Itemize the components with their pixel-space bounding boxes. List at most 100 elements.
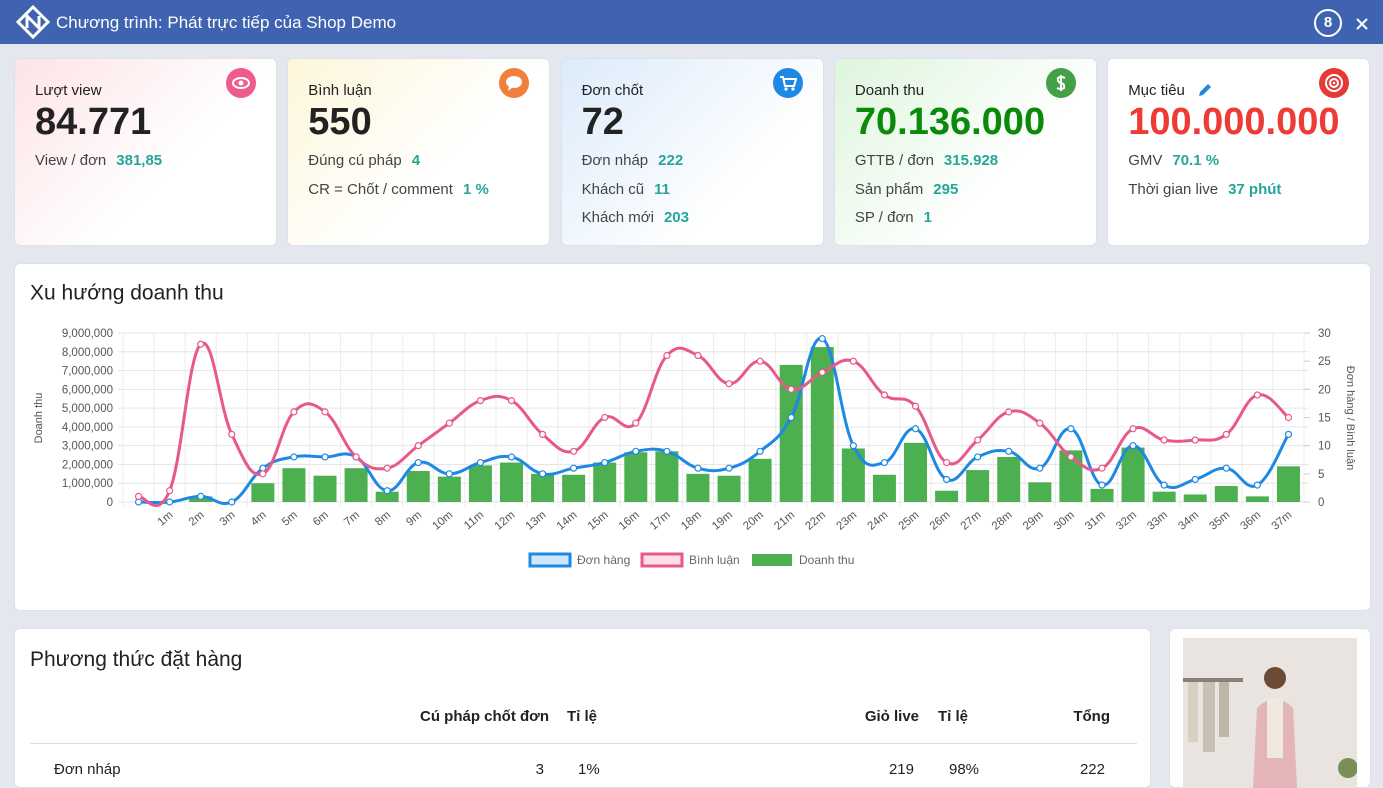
x-tick-label: 32m bbox=[1114, 509, 1139, 533]
stat-label: GTTB / đơn bbox=[854, 152, 934, 169]
edit-icon[interactable] bbox=[1197, 82, 1213, 98]
chart-title: Xu hướng doanh thu bbox=[30, 282, 224, 305]
x-tick-label: 31m bbox=[1083, 509, 1108, 533]
y-tick-label: 4,000,000 bbox=[62, 422, 113, 434]
point bbox=[445, 419, 453, 427]
point bbox=[538, 470, 547, 478]
card-value: 84.771 bbox=[35, 101, 152, 143]
y-tick-label: 6,000,000 bbox=[62, 384, 113, 396]
point bbox=[197, 340, 205, 348]
x-tick-label: 36m bbox=[1238, 509, 1263, 533]
bar bbox=[437, 476, 461, 502]
bar bbox=[1183, 494, 1207, 502]
stat-label: Khách mới bbox=[581, 209, 654, 226]
bar bbox=[468, 465, 492, 502]
bar bbox=[841, 448, 865, 502]
y2-tick-label: 5 bbox=[1318, 469, 1324, 481]
point bbox=[1253, 481, 1261, 489]
x-tick-label: 9m bbox=[404, 509, 424, 528]
bar bbox=[966, 470, 990, 502]
legend-label: Bình luận bbox=[689, 553, 740, 567]
x-tick-label: 19m bbox=[710, 509, 735, 533]
x-tick-label: 11m bbox=[462, 509, 486, 532]
y2-tick-label: 30 bbox=[1318, 328, 1331, 340]
stat-value: 4 bbox=[411, 152, 421, 169]
table-divider bbox=[30, 743, 1137, 744]
x-tick-label: 13m bbox=[524, 509, 549, 533]
bar bbox=[624, 452, 648, 502]
point bbox=[134, 492, 143, 500]
point bbox=[1253, 391, 1261, 399]
bar bbox=[1028, 482, 1052, 502]
stat-value: 1 % bbox=[462, 180, 489, 198]
point bbox=[1067, 453, 1075, 461]
point bbox=[787, 413, 795, 422]
close-button[interactable] bbox=[1355, 17, 1369, 31]
stat-value: 70.1 % bbox=[1172, 152, 1220, 169]
stat-value: 315.928 bbox=[943, 152, 999, 169]
card-label: Đơn chốt bbox=[581, 82, 644, 99]
card-value: 100.000.000 bbox=[1128, 101, 1340, 143]
legend-swatch bbox=[752, 554, 792, 566]
logo bbox=[16, 5, 50, 39]
x-tick-label: 1m bbox=[156, 509, 176, 528]
table-cell: 222 bbox=[1079, 761, 1105, 778]
y2-tick-label: 0 bbox=[1318, 497, 1324, 509]
bar bbox=[251, 483, 275, 502]
card-label: Doanh thu bbox=[854, 82, 925, 99]
x-tick-label: 10m bbox=[430, 509, 455, 533]
x-tick-label: 35m bbox=[1207, 509, 1232, 533]
stat-value: 295 bbox=[933, 180, 959, 198]
card-label: Mục tiêu bbox=[1128, 82, 1185, 99]
x-tick-label: 28m bbox=[990, 509, 1015, 533]
y-tick-label: 9,000,000 bbox=[62, 328, 113, 340]
point bbox=[414, 442, 422, 450]
point bbox=[725, 464, 733, 472]
point bbox=[942, 475, 951, 484]
point bbox=[321, 408, 329, 416]
card-stat: CR = Chốt / comment 1 % bbox=[308, 181, 489, 198]
point bbox=[1098, 464, 1106, 472]
stat-label: CR = Chốt / comment bbox=[308, 180, 453, 198]
x-tick-label: 18m bbox=[679, 509, 704, 533]
x-tick-label: 25m bbox=[897, 509, 922, 533]
y-tick-label: 8,000,000 bbox=[62, 347, 113, 359]
x-tick-label: 23m bbox=[834, 509, 859, 533]
y-axis-label: Doanh thu bbox=[33, 393, 45, 444]
point bbox=[849, 357, 857, 365]
bar bbox=[531, 473, 555, 502]
x-tick-label: 5m bbox=[280, 509, 300, 528]
stat-card: Đơn chốt 72 Đơn nháp 222 Khách cũ 11 Khách mới… bbox=[560, 58, 824, 246]
bar bbox=[810, 347, 834, 502]
x-tick-label: 14m bbox=[555, 509, 580, 533]
card-stat: Sản phẩm 295 bbox=[855, 181, 958, 198]
point bbox=[880, 391, 889, 399]
bar bbox=[1121, 447, 1145, 502]
stat-label: Đúng cú pháp bbox=[308, 152, 402, 169]
y2-tick-label: 25 bbox=[1318, 356, 1331, 368]
stat-label: Đơn nháp bbox=[581, 152, 649, 169]
point bbox=[974, 436, 982, 444]
point bbox=[1160, 436, 1168, 444]
point bbox=[849, 442, 857, 450]
x-tick-label: 26m bbox=[928, 509, 953, 533]
stat-card: Doanh thu 70.136.000 GTTB / đơn 315.928 Sản … bbox=[833, 58, 1097, 246]
y-tick-label: 5,000,000 bbox=[62, 403, 113, 415]
legend-label: Đơn hàng bbox=[577, 553, 630, 567]
table-cell: 98% bbox=[949, 761, 980, 778]
y-tick-label: 7,000,000 bbox=[62, 366, 113, 378]
point bbox=[228, 498, 236, 506]
point bbox=[818, 368, 826, 377]
card-value: 72 bbox=[581, 101, 624, 143]
video-preview[interactable] bbox=[1183, 638, 1357, 788]
bar bbox=[872, 474, 896, 502]
card-stat: Khách cũ 11 bbox=[582, 181, 670, 198]
y-tick-label: 1,000,000 bbox=[62, 478, 113, 490]
point bbox=[601, 413, 609, 422]
x-tick-label: 2m bbox=[187, 509, 207, 528]
badge[interactable]: 8 bbox=[1314, 9, 1342, 37]
point bbox=[694, 464, 702, 472]
stat-value: 203 bbox=[663, 209, 689, 226]
point bbox=[663, 447, 671, 455]
